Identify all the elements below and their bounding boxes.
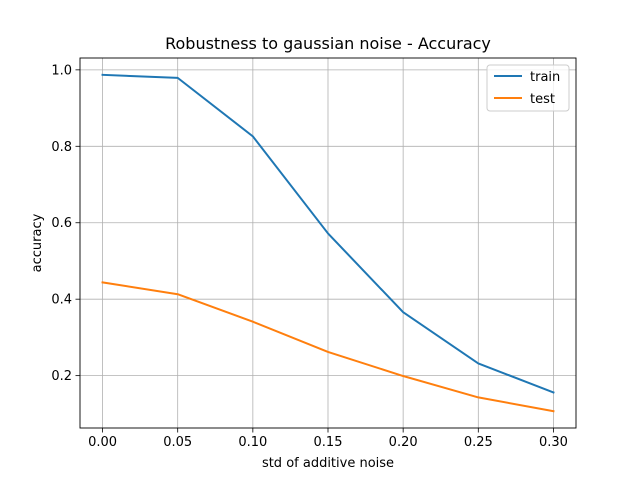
legend-label-test: test (530, 92, 555, 107)
series-line-test (101, 281, 555, 413)
legend: train test (486, 64, 570, 112)
x-tick-label: 0.15 (314, 435, 343, 450)
y-axis-label: accuracy (30, 213, 45, 272)
grid-lines (80, 58, 576, 428)
x-axis-label: std of additive noise (262, 456, 394, 471)
y-tick-label: 0.4 (51, 293, 72, 308)
y-tick-label: 1.0 (51, 63, 72, 78)
x-tick-label: 0.05 (163, 435, 192, 450)
y-tick-label: 0.6 (51, 216, 72, 231)
x-tick-label: 0.10 (238, 435, 267, 450)
series-lines (101, 73, 555, 413)
x-tick-label: 0.30 (539, 435, 568, 450)
y-tick-label: 0.2 (51, 369, 72, 384)
series-line-train (101, 73, 555, 394)
axis-ticks: 0.00 0.05 0.10 0.15 0.20 0.25 0.30 0.2 0.4 0.6 0.8… (51, 63, 568, 450)
x-tick-label: 0.00 (88, 435, 117, 450)
x-tick-label: 0.25 (464, 435, 493, 450)
x-tick-label: 0.20 (389, 435, 418, 450)
y-tick-label: 0.8 (51, 140, 72, 155)
legend-label-train: train (530, 70, 560, 85)
chart-title: Robustness to gaussian noise - Accuracy (165, 34, 491, 53)
